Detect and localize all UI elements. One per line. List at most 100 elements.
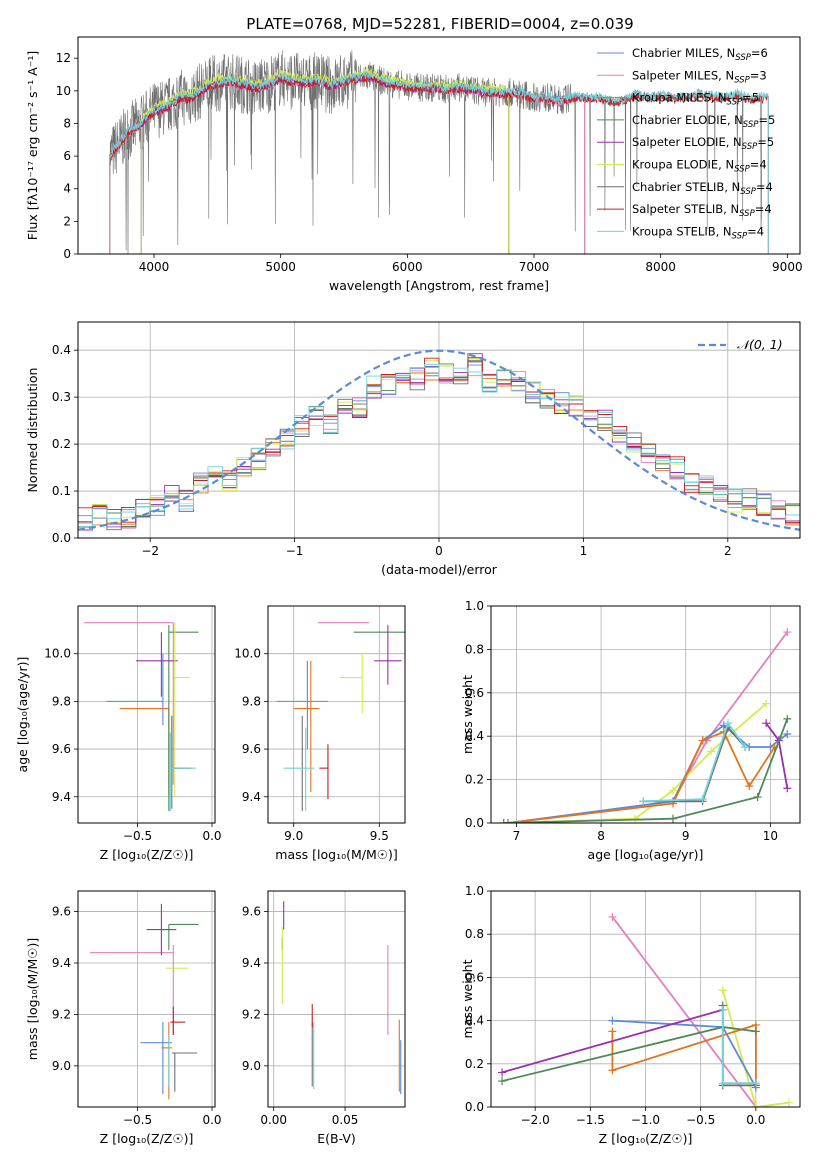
y-tick-label: 0.2 (465, 1057, 484, 1071)
y-tick-label: 9.8 (242, 694, 261, 708)
legend-entry: Chabrier ELODIE, NSSP=5 (632, 113, 775, 130)
x-tick-label: 7000 (519, 260, 550, 274)
x-tick-label: −0.5 (686, 1113, 715, 1127)
x-tick-label: −2.0 (521, 1113, 550, 1127)
y-tick-label: 2 (63, 214, 71, 228)
axes-frame (490, 890, 801, 1108)
y-tick-label: 0.2 (52, 437, 71, 451)
x-tick-label: 9.5 (370, 829, 389, 843)
weight-line (643, 721, 746, 803)
plot-area (281, 901, 402, 1095)
weight-marker (503, 819, 512, 823)
legend-nssp: =5 (742, 91, 759, 105)
x-axis-label: (data-model)/error (381, 562, 498, 577)
figure-title: PLATE=0768, MJD=52281, FIBERID=0004, z=0… (246, 15, 633, 33)
weight-marker (669, 814, 678, 823)
weight-marker (762, 699, 771, 708)
legend-sub: SSP (734, 75, 750, 85)
model-spectrum-kroupa-stelib (109, 70, 769, 254)
legend-entry: 𝒩(0, 1) (737, 337, 783, 352)
plot-area (109, 50, 769, 254)
weight-marker (724, 719, 733, 728)
panel-age-vs-mass: 9.0 9.5 9.4 9.6 9.8 10.0 mass [log₁₀(M/M☉)] (234, 605, 406, 862)
y-tick-label: 0.4 (465, 729, 484, 743)
legend-sub: SSP (727, 98, 743, 108)
legend-sub: SSP (735, 53, 751, 63)
y-tick-label: 0.6 (465, 970, 484, 984)
y-tick-label: 12 (56, 51, 71, 65)
y-tick-label: 9.4 (52, 790, 71, 804)
weight-marker (751, 1103, 760, 1107)
y-tick-label: 0.0 (52, 531, 71, 545)
x-tick-label: 0.0 (202, 1113, 221, 1127)
weight-marker (751, 1079, 760, 1088)
x-tick-label: 8000 (645, 260, 676, 274)
panel-residual-histogram: −2 −1 0 1 2 0.0 0.1 0.2 0.3 0.4 (data-model)/error… (25, 321, 801, 577)
axes-frame (77, 36, 801, 255)
weight-marker (499, 819, 508, 823)
errorbar-chabrier-miles (140, 1022, 172, 1095)
weight-marker (783, 628, 792, 637)
x-axis-label: Z [log₁₀(Z/Z☉)] (100, 847, 194, 862)
weight-marker (718, 986, 727, 995)
y-tick-label: 9.6 (242, 905, 261, 919)
x-tick-label: 4000 (139, 260, 170, 274)
legend-entry: Salpeter MILES, NSSP=3 (632, 68, 767, 85)
weight-line (611, 1023, 757, 1086)
legend-entry: Kroupa ELODIE, NSSP=4 (632, 158, 767, 175)
x-tick-label: −0.5 (123, 829, 152, 843)
model-spectrum-salpeter-elodie (140, 73, 510, 254)
x-tick-label: 0.0 (746, 1113, 765, 1127)
weight-marker (498, 1068, 507, 1077)
x-tick-label: 6000 (392, 260, 423, 274)
legend-nssp: =4 (747, 224, 764, 238)
y-axis-label: Normed distribution (25, 368, 40, 493)
errorbar-kroupa-stelib (169, 732, 196, 812)
legend-label: Salpeter STELIB, N (632, 202, 739, 216)
weight-marker (698, 795, 707, 804)
x-tick-label: 0.05 (332, 1113, 359, 1127)
weight-line (611, 916, 757, 1107)
y-tick-label: 9.6 (242, 742, 261, 756)
legend-nssp: =3 (750, 68, 767, 82)
axes-frame (490, 605, 801, 824)
legend-label: Chabrier STELIB, N (632, 180, 740, 194)
normal-curve (78, 349, 800, 531)
weight-series-chabrier-miles (503, 721, 792, 823)
y-axis-label: age [log₁₀(age/yr)] (15, 657, 30, 773)
x-tick-label: −1.0 (631, 1113, 660, 1127)
x-tick-label: 9000 (772, 260, 803, 274)
x-axis-label: Z [log₁₀(Z/Z☉)] (599, 1131, 693, 1146)
plot-area (276, 622, 405, 812)
y-tick-label: 1.0 (465, 884, 484, 898)
weight-series-chabrier-elodie (499, 714, 792, 823)
legend-label: Chabrier MILES, N (632, 46, 735, 60)
x-tick-label: 0.0 (202, 829, 221, 843)
weight-marker (608, 1066, 617, 1075)
y-tick-label: 0.1 (52, 484, 71, 498)
weight-series-chabrier-elodie (498, 1023, 760, 1086)
y-tick-label: 9.8 (52, 694, 71, 708)
weight-marker (608, 1027, 617, 1036)
weight-marker (698, 736, 707, 745)
legend-entry: Chabrier STELIB, NSSP=4 (632, 180, 773, 197)
errorbar-kroupa-elodie (174, 622, 190, 797)
weight-marker (745, 782, 754, 791)
panel-spectrum: 4000 5000 6000 7000 8000 9000 0 2 4 6 8 10 12 wavelen… (25, 36, 803, 293)
axes-frame (77, 321, 801, 539)
y-tick-label: 9.2 (52, 1007, 71, 1021)
weight-series-kroupa-stelib (639, 719, 749, 806)
y-tick-label: 0.6 (465, 686, 484, 700)
weight-marker (751, 1027, 760, 1036)
errorbar-chabrier-elodie (168, 625, 199, 812)
y-tick-label: 0.8 (465, 642, 484, 656)
weight-series-salpeter-miles (608, 912, 760, 1107)
weight-marker (718, 1005, 727, 1014)
errorbar-salpeter-stelib (319, 744, 329, 800)
y-tick-label: 0.8 (465, 927, 484, 941)
plot-area (499, 628, 792, 823)
y-tick-label: 9.2 (242, 1007, 261, 1021)
weight-line (643, 725, 746, 803)
panel-mass-weight-vs-Z: −2.0 −1.5 −1.0 −0.5 0.0 0.0 0.2 0.4 0.6 0.8 1.0 Z [… (460, 884, 801, 1146)
